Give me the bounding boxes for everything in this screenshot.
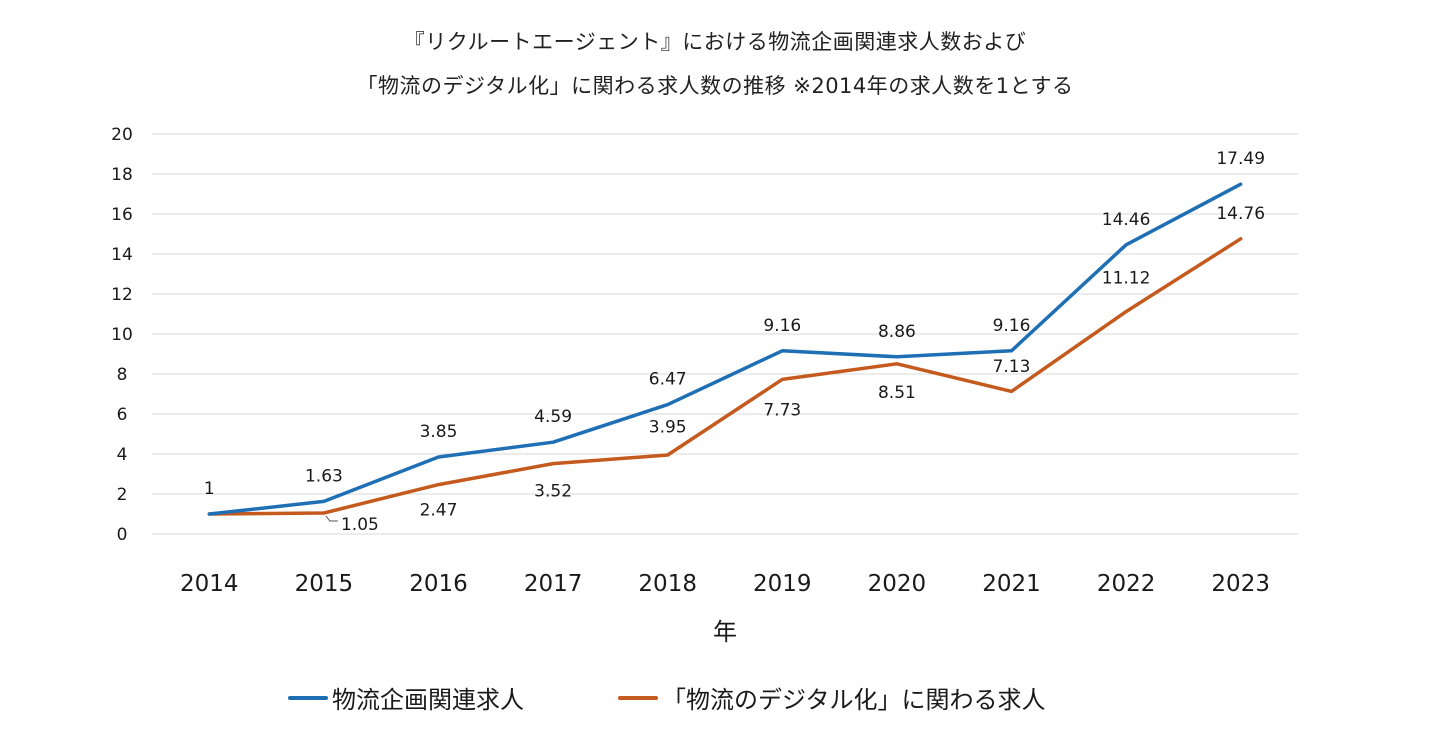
- y-tick-label: 8: [117, 365, 128, 385]
- data-label-series-1: 7.73: [763, 400, 801, 420]
- y-tick-label: 10: [111, 325, 133, 345]
- data-label-series-1: 7.13: [993, 357, 1031, 377]
- y-tick-label: 0: [117, 525, 128, 545]
- y-tick-label: 16: [111, 205, 133, 225]
- series-lines: [207, 182, 1243, 516]
- data-label-series-0: 14.46: [1102, 210, 1151, 230]
- x-axis-title: 年: [713, 618, 737, 646]
- x-tick-label: 2020: [868, 571, 927, 597]
- y-tick-label: 20: [111, 125, 133, 145]
- x-tick-label: 2017: [524, 571, 583, 597]
- data-label-series-0: 4.59: [534, 407, 572, 427]
- gridlines: [152, 133, 1298, 535]
- y-tick-label: 14: [111, 245, 133, 265]
- data-label-series-0: 8.86: [878, 322, 916, 342]
- x-tick-label: 2019: [753, 571, 812, 597]
- data-label-series-1: 11.12: [1102, 269, 1151, 289]
- data-label-series-0: 9.16: [763, 316, 801, 336]
- y-tick-label: 4: [117, 445, 128, 465]
- y-tick-label: 6: [117, 405, 128, 425]
- y-tick-label: 18: [111, 165, 133, 185]
- data-labels: 1 1.63 3.85 4.59 6.47 9.16 8.86 9.16 14.46 17.49 1…: [204, 149, 1265, 535]
- data-label-series-1: 1.05: [341, 515, 379, 535]
- series-line-1: [207, 237, 1243, 516]
- data-label-series-0: 1: [204, 479, 215, 499]
- y-tick-label: 12: [111, 285, 133, 305]
- x-tick-label: 2021: [982, 571, 1041, 597]
- x-tick-label: 2022: [1097, 571, 1156, 597]
- data-label-series-0: 17.49: [1216, 149, 1265, 169]
- chart-title-line-1: 『リクルートエージェント』における物流企画関連求人数および: [403, 30, 1027, 54]
- legend-item-logistics-planning: 物流企画関連求人: [288, 680, 524, 715]
- data-label-series-0: 3.85: [420, 422, 458, 442]
- legend-item-logistics-digitalization: 「物流のデジタル化」に関わる求人: [618, 680, 1046, 715]
- legend-swatch-orange: [618, 695, 658, 700]
- y-axis-ticks: 0 2 4 6 8 10 12 14 16 18 20: [111, 125, 133, 545]
- x-tick-label: 2014: [180, 571, 239, 597]
- legend: 物流企画関連求人 「物流のデジタル化」に関わる求人: [0, 680, 1430, 720]
- x-tick-label: 2016: [409, 571, 468, 597]
- x-tick-label: 2018: [638, 571, 697, 597]
- x-axis-ticks: 2014 2015 2016 2017 2018 2019 2020 2021 2022 2023: [180, 571, 1270, 597]
- series-line-0: [207, 182, 1243, 516]
- data-label-series-1: 14.76: [1216, 204, 1265, 224]
- legend-swatch-blue: [288, 695, 328, 700]
- label-leader-line: [325, 515, 338, 522]
- legend-label: 物流企画関連求人: [332, 686, 524, 714]
- y-tick-label: 2: [117, 485, 128, 505]
- data-label-series-1: 8.51: [878, 383, 916, 403]
- legend-label: 「物流のデジタル化」に関わる求人: [662, 686, 1046, 714]
- chart-title-line-2: 「物流のデジタル化」に関わる求人数の推移 ※2014年の求人数を1とする: [356, 74, 1074, 98]
- data-label-series-0: 6.47: [649, 370, 687, 390]
- data-label-series-0: 1.63: [305, 466, 343, 486]
- x-tick-label: 2023: [1211, 571, 1270, 597]
- x-tick-label: 2015: [295, 571, 354, 597]
- data-label-series-0: 9.16: [993, 316, 1031, 336]
- data-label-series-1: 3.52: [534, 482, 572, 502]
- data-label-series-1: 3.95: [649, 418, 687, 438]
- data-label-series-1: 2.47: [420, 501, 458, 521]
